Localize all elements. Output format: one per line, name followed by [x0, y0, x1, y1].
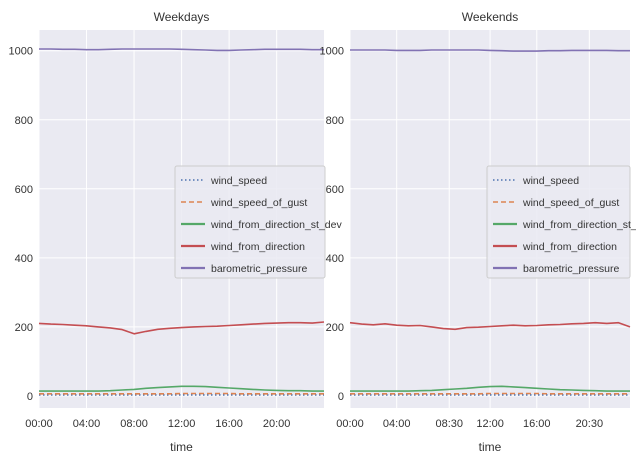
- y-tick-label: 800: [326, 115, 344, 127]
- y-tick-label: 800: [15, 115, 33, 127]
- panel-weekdays: 0 200 400 600 800 1000 00:00 04:00 08:00 12:00 16:…: [9, 10, 343, 454]
- x-axis-label: time: [170, 440, 193, 454]
- panel-title: Weekdays: [154, 10, 210, 24]
- x-tick-label: 16:00: [215, 418, 243, 430]
- y-tick-label: 0: [338, 391, 344, 403]
- x-tick-label: 08:30: [435, 418, 463, 430]
- legend-label: wind_from_direction_st_dev: [522, 219, 636, 231]
- series-line-barometric-pressure: [350, 50, 630, 51]
- y-tick-label: 1000: [320, 46, 344, 58]
- y-tick-label: 600: [15, 184, 33, 196]
- y-tick-label: 400: [326, 253, 344, 265]
- y-tick-label: 0: [27, 391, 33, 403]
- legend-label: wind_speed_of_gust: [210, 197, 307, 209]
- legend-label: wind_from_direction_st_dev: [210, 219, 342, 231]
- x-tick-label: 04:00: [383, 418, 411, 430]
- x-tick-label: 00:00: [336, 418, 364, 430]
- x-tick-label: 12:00: [476, 418, 504, 430]
- panel-title: Weekends: [462, 10, 518, 24]
- x-tick-label: 04:00: [73, 418, 101, 430]
- x-tick-label: 00:00: [25, 418, 53, 430]
- legend: wind_speed wind_speed_of_gust wind_from_di…: [175, 166, 342, 278]
- legend-label: wind_speed_of_gust: [522, 197, 619, 209]
- x-axis-label: time: [479, 440, 502, 454]
- legend-label: barometric_pressure: [211, 263, 307, 275]
- panel-weekends: 0 200 400 600 800 1000 00:00 04:00 08:30 12:00 16:…: [320, 10, 636, 454]
- x-tick-label: 16:00: [523, 418, 551, 430]
- x-tick-label: 08:00: [120, 418, 148, 430]
- y-tick-label: 600: [326, 184, 344, 196]
- legend-label: wind_from_direction: [210, 241, 305, 253]
- x-tick-label: 20:00: [263, 418, 291, 430]
- legend-label: wind_speed: [210, 175, 267, 187]
- y-tick-label: 200: [15, 322, 33, 334]
- y-tick-label: 200: [326, 322, 344, 334]
- legend-label: barometric_pressure: [523, 263, 619, 275]
- x-tick-label: 20:30: [576, 418, 604, 430]
- y-tick-label: 1000: [9, 46, 33, 58]
- y-tick-label: 400: [15, 253, 33, 265]
- x-tick-label: 12:00: [168, 418, 196, 430]
- legend-label: wind_speed: [522, 175, 579, 187]
- legend: wind_speed wind_speed_of_gust wind_from_di…: [487, 166, 636, 278]
- legend-label: wind_from_direction: [522, 241, 617, 253]
